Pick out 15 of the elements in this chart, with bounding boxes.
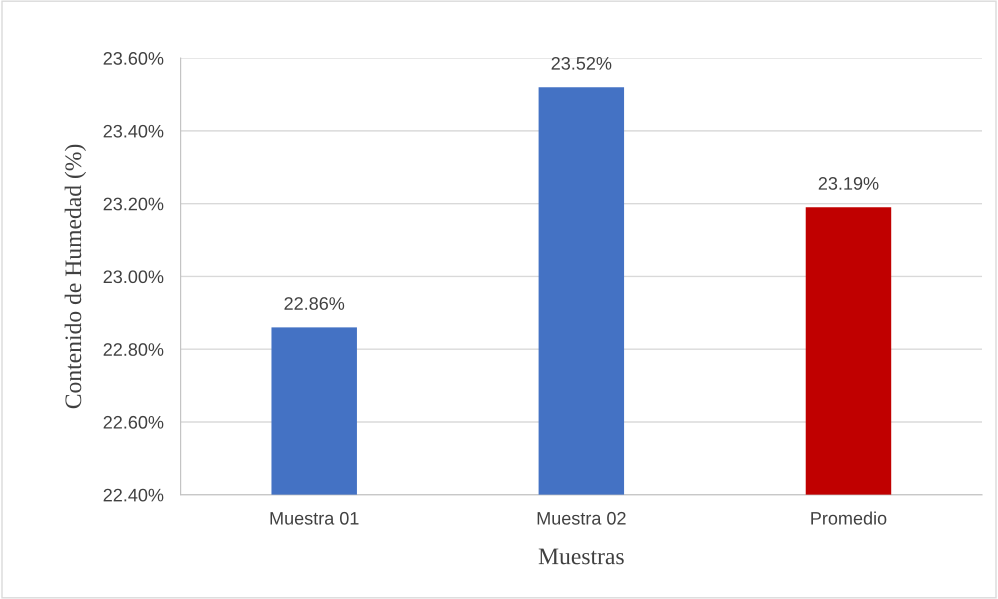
- x-tick-label: Muestra 01: [270, 512, 358, 525]
- y-tick-label: 23.00%: [104, 270, 164, 284]
- data-label: 23.19%: [818, 177, 878, 190]
- y-tick-label: 22.40%: [104, 488, 164, 502]
- y-axis-title: Contenido de Humedad (%): [64, 144, 86, 408]
- data-label: 22.86%: [284, 297, 344, 310]
- y-tick-label: 23.40%: [104, 124, 164, 138]
- y-tick-label: 23.60%: [104, 52, 164, 65]
- data-label: 23.52%: [552, 56, 612, 70]
- y-tick-label: 23.20%: [104, 198, 164, 210]
- y-tick-label: 22.80%: [104, 343, 164, 356]
- x-axis-title: Muestras: [538, 548, 624, 564]
- y-tick-label: 22.60%: [104, 416, 164, 429]
- x-tick-label: Promedio: [811, 511, 886, 525]
- x-tick-label: Muestra 02: [538, 512, 626, 525]
